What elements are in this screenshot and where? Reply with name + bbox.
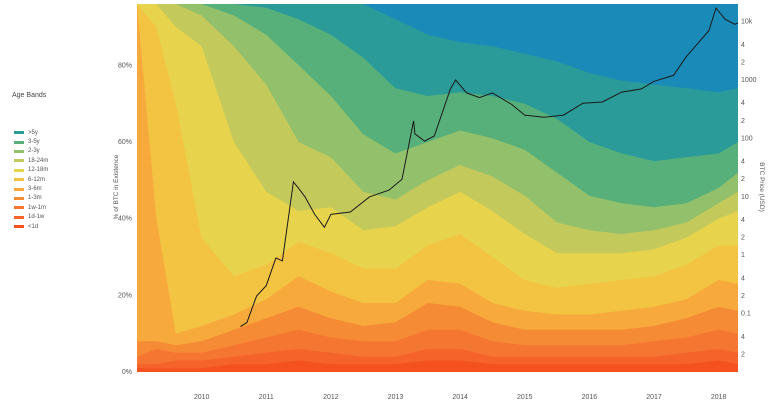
legend-label: 3-6m	[28, 186, 42, 193]
legend-swatch	[14, 159, 24, 163]
legend-item: 18-24m	[14, 156, 48, 165]
x-tick: 2012	[323, 394, 339, 401]
y-right-minor-tick: 2	[741, 351, 745, 358]
y-right-minor-tick: 4	[741, 334, 745, 341]
legend-swatch	[14, 131, 24, 135]
legend-swatch	[14, 196, 24, 200]
legend-label: <1d	[28, 223, 39, 230]
y-right-minor-tick: 2	[741, 293, 745, 300]
legend-label: 1d-1w	[28, 214, 45, 221]
legend-swatch	[14, 149, 24, 153]
left-axis-ticks: 0% 20% 40% 60% 80%	[118, 62, 132, 376]
legend-label: 1w-1m	[28, 204, 47, 211]
y-right-minor-tick: 2	[741, 59, 745, 66]
legend-swatch	[14, 206, 24, 210]
x-tick: 2013	[388, 394, 404, 401]
y-right-minor-tick: 4	[741, 42, 745, 49]
legend-label: 2-3y	[28, 148, 40, 155]
legend-swatch	[14, 187, 24, 191]
y-right-minor-tick: 4	[741, 275, 745, 282]
y-right-tick: 10	[741, 194, 749, 201]
y-right-tick: 100	[741, 135, 753, 142]
legend-swatch	[14, 178, 24, 182]
y-axis-title-right: BTC Price (USD)	[758, 162, 765, 211]
x-tick: 2011	[259, 394, 274, 401]
price-line	[240, 7, 739, 328]
legend-label: 6-12m	[28, 176, 46, 183]
legend-label: 3-5y	[28, 139, 40, 146]
y-right-minor-tick: 2	[741, 235, 745, 242]
legend-item: 6-12m	[14, 175, 48, 184]
y-right-tick: 1	[741, 252, 745, 259]
x-tick: 2015	[517, 394, 533, 401]
legend-item: 3-6m	[14, 184, 48, 193]
legend-item: >5y	[14, 128, 48, 137]
legend-swatch	[14, 215, 24, 219]
area-bands	[137, 4, 738, 372]
y-right-minor-tick: 4	[741, 159, 745, 166]
y-right-tick: 0.1	[741, 311, 751, 318]
y-left-tick: 80%	[118, 62, 132, 69]
x-axis-ticks: 2010 2011 2012 2013 2014 2015 2016 2017 2018	[194, 394, 727, 401]
legend-swatch	[14, 168, 24, 172]
legend-item: 1d-1w	[14, 213, 48, 222]
right-axis-ticks: 0.1 1 10 100 1000 10k 2 4 2 4 2 4 2 4 2 4 2 4	[741, 19, 757, 359]
y-left-tick: 40%	[118, 216, 132, 223]
legend-label: 18-24m	[28, 157, 49, 164]
legend: >5y 3-5y 2-3y 18-24m 12-18m 6-12m 3-6m 1-3m 1w-1…	[14, 128, 48, 231]
legend-label: >5y	[28, 129, 38, 136]
y-right-minor-tick: 4	[741, 100, 745, 107]
y-right-tick: 10k	[741, 19, 753, 26]
y-right-minor-tick: 2	[741, 176, 745, 183]
legend-item: <1d	[14, 222, 48, 231]
legend-title: Age Bands	[12, 92, 47, 99]
y-left-tick: 60%	[118, 139, 132, 146]
legend-item: 3-5y	[14, 137, 48, 146]
legend-label: 12-18m	[28, 167, 49, 174]
legend-item: 1w-1m	[14, 203, 48, 212]
legend-item: 12-18m	[14, 166, 48, 175]
x-tick: 2017	[646, 394, 662, 401]
band-6-12m	[137, 4, 738, 372]
legend-swatch	[14, 225, 24, 229]
band--1d	[137, 360, 738, 372]
y-left-tick: 20%	[118, 292, 132, 299]
legend-item: 2-3y	[14, 147, 48, 156]
y-right-tick: 1000	[741, 77, 757, 84]
x-tick: 2014	[452, 394, 468, 401]
y-right-minor-tick: 4	[741, 217, 745, 224]
x-tick: 2016	[582, 394, 598, 401]
legend-item: 1-3m	[14, 194, 48, 203]
y-axis-title-left: % of BTC in Existence	[113, 154, 120, 219]
y-right-minor-tick: 2	[741, 118, 745, 125]
y-left-tick: 0%	[122, 369, 132, 376]
legend-swatch	[14, 140, 24, 144]
x-tick: 2018	[711, 394, 727, 401]
legend-label: 1-3m	[28, 195, 42, 202]
x-tick: 2010	[194, 394, 210, 401]
